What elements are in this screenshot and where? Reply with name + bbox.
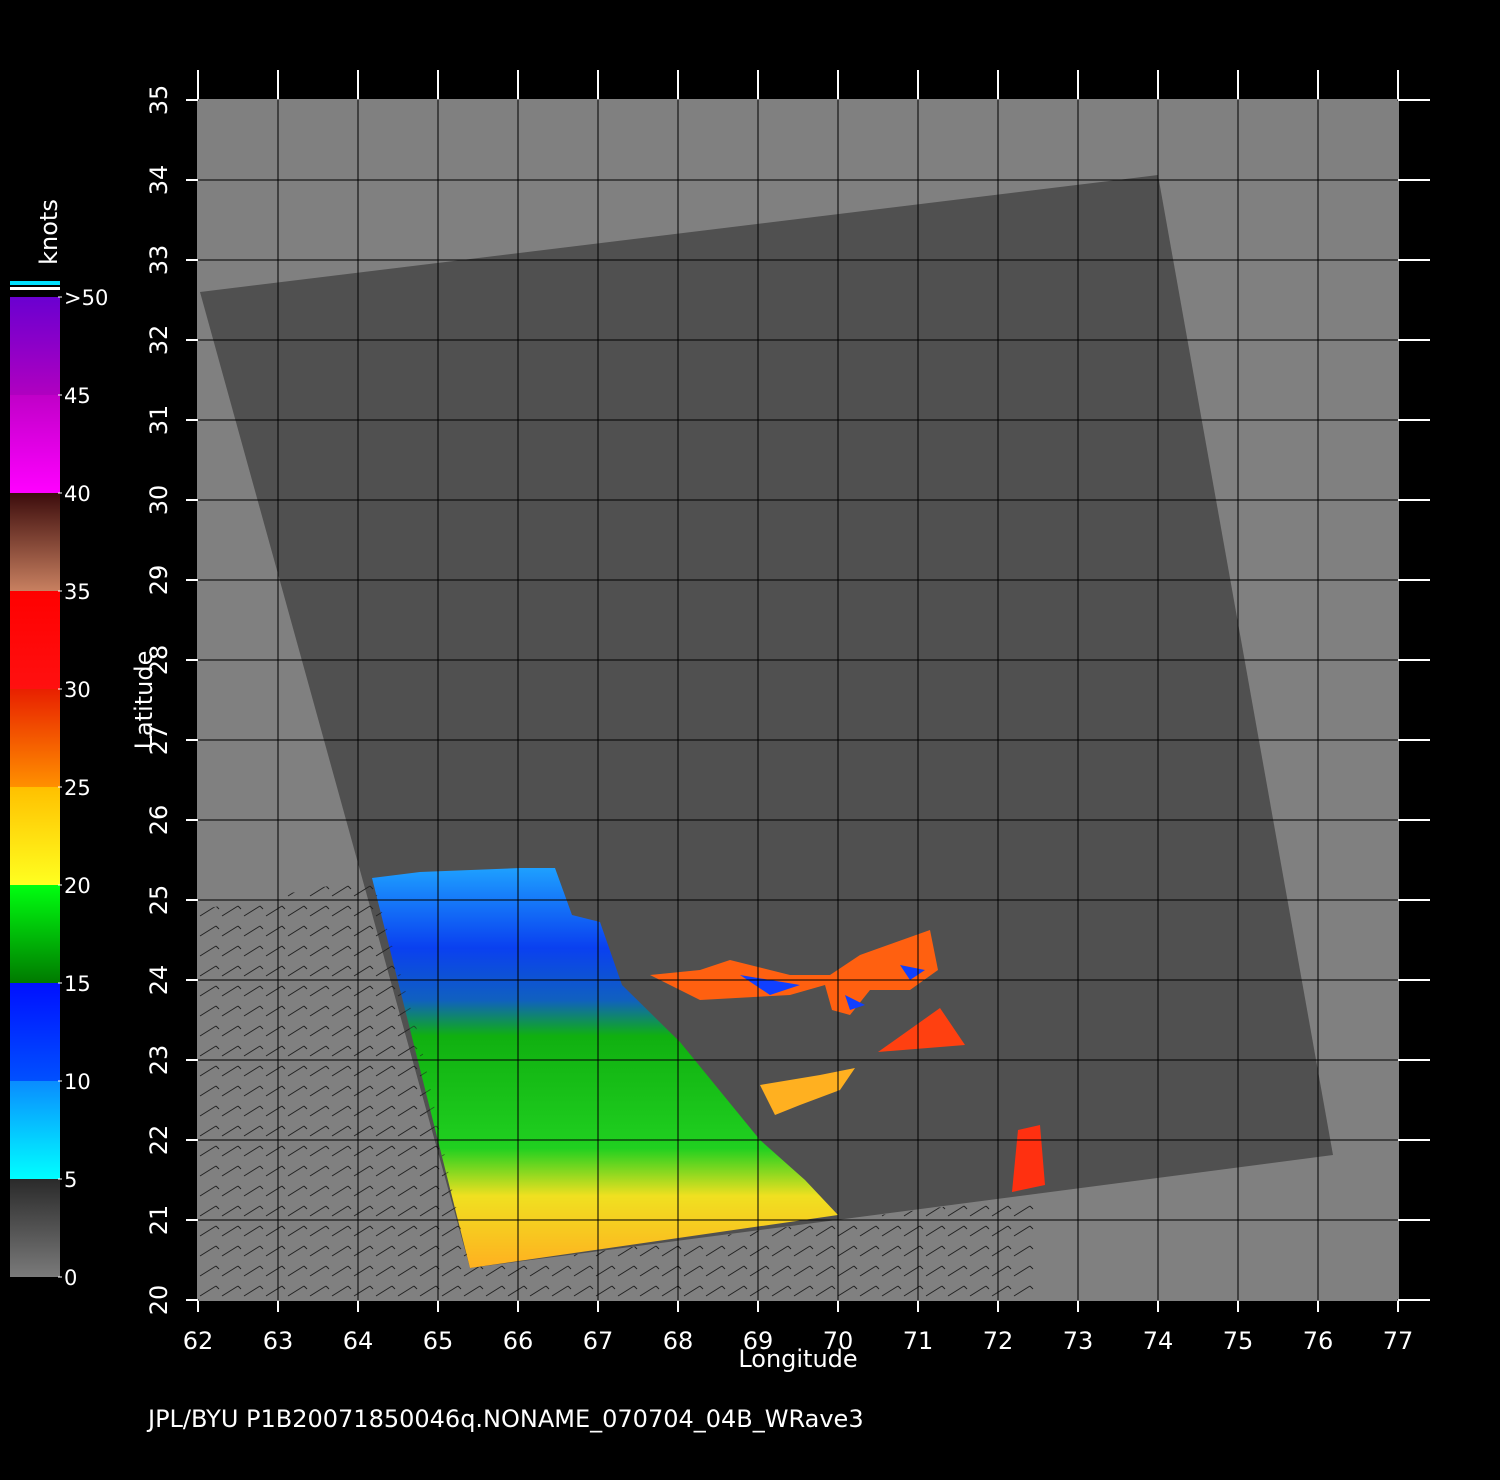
colorbar-band bbox=[10, 787, 60, 885]
x-tick-label: 74 bbox=[1143, 1327, 1174, 1355]
x-tick-label: 67 bbox=[583, 1327, 614, 1355]
y-tick-label: 29 bbox=[145, 565, 173, 596]
x-tick-label: 62 bbox=[183, 1327, 214, 1355]
colorbar-band bbox=[10, 1179, 60, 1277]
y-tick-label: 21 bbox=[145, 1205, 173, 1236]
y-tick-label: 33 bbox=[145, 245, 173, 276]
coastal-wind bbox=[650, 930, 938, 1015]
y-tick-label: 24 bbox=[145, 965, 173, 996]
y-tick-label: 27 bbox=[145, 725, 173, 756]
coastal-wind-low bbox=[740, 965, 925, 1010]
colorbar-tick-label: 10 bbox=[64, 1070, 91, 1094]
colorbar-band bbox=[10, 493, 60, 591]
colorbar-band bbox=[10, 983, 60, 1081]
x-tick-label: 71 bbox=[903, 1327, 934, 1355]
colorbar-tick-label: 15 bbox=[64, 972, 91, 996]
wind-field bbox=[372, 868, 838, 1268]
y-tick-label: 20 bbox=[145, 1285, 173, 1316]
colorbar-tick-label: 30 bbox=[64, 678, 91, 702]
x-tick-label: 72 bbox=[983, 1327, 1014, 1355]
colorbar-band bbox=[10, 1081, 60, 1179]
y-tick-label: 22 bbox=[145, 1125, 173, 1156]
colorbar-tick-label: 25 bbox=[64, 776, 91, 800]
x-axis-label: Longitude bbox=[738, 1345, 857, 1373]
colorbar-tick-label: >50 bbox=[64, 286, 108, 310]
y-tick-label: 32 bbox=[145, 325, 173, 356]
x-tick-label: 69 bbox=[743, 1327, 774, 1355]
colorbar-label: knots bbox=[35, 199, 63, 265]
colorbar-cap bbox=[10, 287, 60, 290]
x-tick-label: 65 bbox=[423, 1327, 454, 1355]
wind-barbs bbox=[198, 878, 1035, 1300]
y-tick-label: 23 bbox=[145, 1045, 173, 1076]
y-tick-label: 26 bbox=[145, 805, 173, 836]
x-tick-label: 76 bbox=[1303, 1327, 1334, 1355]
x-tick-label: 75 bbox=[1223, 1327, 1254, 1355]
x-tick-label: 66 bbox=[503, 1327, 534, 1355]
colorbar-tick-label: 40 bbox=[64, 482, 91, 506]
y-tick-label: 34 bbox=[145, 165, 173, 196]
coastal-wind-3 bbox=[760, 1068, 855, 1115]
coastal-wind-2 bbox=[878, 1008, 965, 1052]
colorbar-cap bbox=[10, 281, 60, 285]
colorbar-band bbox=[10, 395, 60, 493]
y-tick-label: 25 bbox=[145, 885, 173, 916]
map-layer bbox=[198, 175, 1333, 1300]
footer: JPL/BYU P1B20071850046q.NONAME_070704_04… bbox=[146, 1405, 864, 1433]
colorbar-tick-label: 45 bbox=[64, 384, 91, 408]
colorbar-band bbox=[10, 591, 60, 689]
y-tick-label: 35 bbox=[145, 85, 173, 116]
colorbar-tick-label: 0 bbox=[64, 1266, 77, 1290]
x-tick-label: 77 bbox=[1383, 1327, 1414, 1355]
x-tick-label: 73 bbox=[1063, 1327, 1094, 1355]
colorbar-band bbox=[10, 297, 60, 395]
y-axis-label: Latitude bbox=[130, 651, 158, 750]
wind-barbs-overlay bbox=[372, 878, 470, 1268]
colorbar-tick-label: 20 bbox=[64, 874, 91, 898]
y-tick-label: 30 bbox=[145, 485, 173, 516]
x-tick-label: 63 bbox=[263, 1327, 294, 1355]
colorbar-tick-label: 35 bbox=[64, 580, 91, 604]
x-tick-label: 70 bbox=[823, 1327, 854, 1355]
colorbar-band bbox=[10, 689, 60, 787]
x-tick-label: 68 bbox=[663, 1327, 694, 1355]
colorbar-tick-label: 5 bbox=[64, 1168, 77, 1192]
y-tick-label: 28 bbox=[145, 645, 173, 676]
colorbar-band bbox=[10, 885, 60, 983]
x-tick-label: 64 bbox=[343, 1327, 374, 1355]
y-tick-label: 31 bbox=[145, 405, 173, 436]
coastal-wind-4 bbox=[1012, 1125, 1045, 1192]
